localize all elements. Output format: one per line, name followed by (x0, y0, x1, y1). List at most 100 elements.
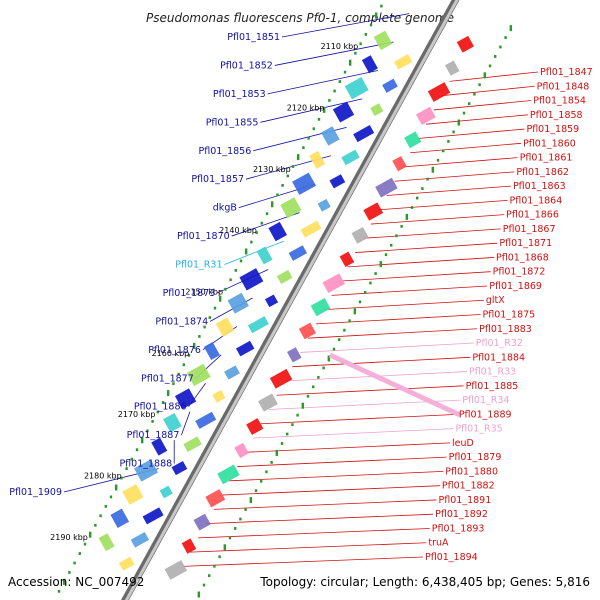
right-tick-dot (374, 272, 377, 275)
left-tick-dot (255, 231, 258, 235)
label-connector (221, 485, 440, 496)
right-tick-dot (390, 243, 393, 247)
reverse-gene-block (392, 156, 407, 172)
left-tick-dot (156, 410, 159, 414)
right-tick-dot (265, 470, 268, 474)
left-gene-label: Pfl01_1874 (155, 316, 208, 327)
right-tick-dot (322, 366, 325, 370)
forward-gene-block (268, 221, 288, 242)
backbone-highlight (124, 0, 459, 600)
right-tick-dot (488, 64, 492, 68)
left-tick-dot (286, 174, 289, 178)
reverse-gene-block (164, 560, 188, 580)
left-tick-dot (130, 457, 133, 461)
right-tick-dot (332, 347, 336, 351)
left-gene-label: Pfl01_1857 (191, 174, 244, 185)
left-tick-dot (244, 248, 248, 255)
right-tick-dot (296, 413, 299, 417)
left-tick-dot (99, 514, 102, 518)
right-gene-label: Pfl01_1889 (459, 409, 512, 420)
label-connectors (63, 13, 539, 567)
label-connector (205, 513, 434, 525)
forward-gene-block (122, 483, 144, 505)
left-tick-dot (260, 221, 263, 225)
left-gene-label: Pfl01_1887 (127, 430, 180, 441)
right-gene-label: Pfl01_1864 (510, 195, 563, 206)
right-tick-dot (499, 45, 502, 49)
right-tick-dot (421, 187, 424, 190)
label-connector (213, 499, 437, 510)
right-tick-dot (410, 206, 414, 209)
right-tick-dot (447, 139, 450, 143)
tick-label: 2130 kbp (253, 165, 291, 174)
forward-gene-block (361, 55, 378, 74)
label-connector (253, 428, 454, 439)
right-gene-label: Pfl01_1892 (435, 509, 488, 520)
right-tick-dot (312, 385, 315, 389)
left-tick-dot (73, 561, 76, 565)
left-gene-label: Pfl01_1855 (206, 117, 259, 128)
forward-gene-block (344, 77, 369, 100)
forward-gene-block (280, 197, 302, 219)
forward-gene-block (110, 508, 130, 529)
left-tick-dot (239, 259, 243, 263)
right-tick-dot (348, 319, 351, 323)
right-gene-label: Pfl01_1879 (449, 452, 502, 463)
label-connector (410, 142, 522, 154)
left-tick-dot (218, 295, 222, 302)
forward-gene-block (118, 556, 135, 571)
left-tick-dot (125, 467, 128, 471)
left-tick-dot (234, 268, 237, 272)
left-tick-dot (104, 504, 107, 508)
label-connector (331, 285, 488, 296)
forward-gene-block (292, 172, 316, 195)
left-tick-dot (187, 353, 191, 357)
label-connector (308, 328, 478, 339)
right-tick-dot (249, 497, 253, 504)
label-connector (347, 257, 495, 268)
right-tick-dot (202, 583, 206, 587)
forward-gene-block (215, 317, 235, 337)
left-tick-dot (88, 531, 92, 538)
tick-label: 2180 kbp (84, 472, 122, 481)
left-gene-label: Pfl01_1853 (213, 89, 266, 100)
right-gene-label: Pfl01_1891 (439, 495, 492, 506)
right-tick-dot (223, 544, 227, 551)
left-tick-dot (265, 212, 269, 216)
left-tick-dot (364, 32, 367, 36)
reverse-gene-block (246, 418, 264, 435)
left-tick-dot (182, 363, 185, 367)
right-tick-dot (436, 158, 440, 162)
reverse-gene-block (258, 393, 278, 412)
left-tick-dot (328, 99, 331, 102)
right-gene-label: Pfl01_1858 (530, 110, 583, 121)
right-tick-dot (426, 177, 429, 181)
map-title: Pseudomonas fluorescens Pf0-1, complete … (146, 11, 454, 25)
right-tick-dot (483, 72, 487, 79)
right-tick-dot (395, 234, 398, 238)
label-connector (276, 385, 464, 396)
right-gene-label: Pfl01_1875 (483, 310, 536, 321)
left-tick-dot (348, 59, 352, 66)
label-connector (323, 299, 484, 311)
right-tick-dot (504, 36, 507, 39)
forward-gene-block (236, 340, 255, 357)
forward-gene-block (288, 245, 308, 261)
tick-label: 2190 kbp (50, 533, 88, 542)
forward-gene-block (309, 150, 326, 169)
left-gene-label: Pfl01_1886 (134, 402, 187, 413)
left-tick-dot (250, 240, 253, 244)
left-tick-dot (198, 335, 201, 338)
left-tick-dot (317, 117, 321, 121)
right-gene-label: gltX (486, 295, 505, 306)
label-connector (292, 356, 471, 368)
left-tick-dot (322, 106, 326, 113)
forward-gene-block (256, 246, 273, 265)
reverse-gene-block (269, 368, 293, 389)
left-tick-dot (192, 342, 196, 349)
reverse-gene-block (427, 82, 451, 102)
forward-gene-block (373, 30, 393, 51)
forward-gene-block (224, 365, 240, 380)
left-tick-dot (359, 42, 362, 46)
label-connector (433, 100, 532, 111)
